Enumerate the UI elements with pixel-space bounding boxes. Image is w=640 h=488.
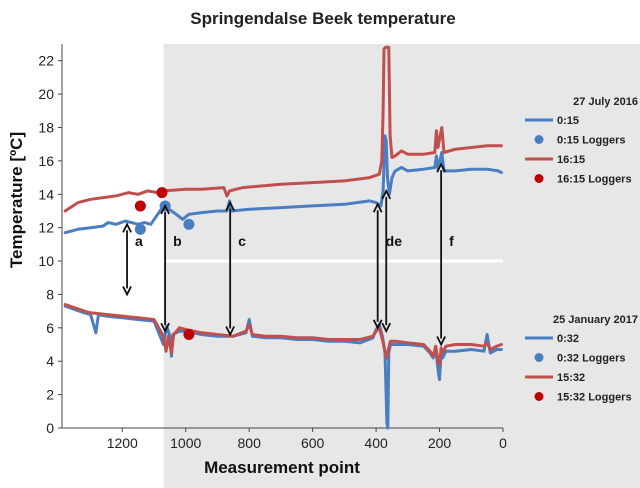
y-tick-label: 14 — [38, 186, 54, 202]
arrow-head-up — [436, 162, 446, 173]
annotation-label: f — [449, 233, 454, 249]
annotation-label: d — [386, 233, 395, 249]
legend-heading: 25 January 2017 — [553, 314, 638, 326]
annotation-label: a — [135, 233, 143, 249]
y-axis-title: Temperature [ºC] — [7, 132, 26, 268]
y-tick-label: 8 — [46, 286, 54, 302]
legend-marker-swatch — [534, 353, 544, 362]
x-tick-label: 1000 — [170, 435, 201, 451]
logger-point — [183, 329, 195, 341]
legend-entry-label: 0:15 — [557, 115, 579, 127]
arrow-head-down — [436, 336, 446, 347]
arrow-head-up — [372, 202, 383, 213]
y-tick-label: 10 — [38, 253, 54, 269]
x-tick-labels: 1200 1000 800 600 400 200 0 — [107, 435, 507, 451]
y-tick-label: 18 — [38, 119, 54, 135]
logger-point — [134, 200, 146, 212]
y-tick-label: 22 — [38, 53, 54, 69]
x-tick-label: 200 — [428, 435, 452, 451]
arrow-head-down — [381, 322, 392, 334]
annotation-label: c — [238, 233, 246, 249]
legend-marker-swatch — [534, 174, 544, 183]
x-tick-label: 600 — [301, 435, 325, 451]
arrow-head-down — [372, 319, 383, 330]
y-tick-labels: 0 2 4 6 8 10 12 14 16 18 20 22 — [38, 53, 54, 436]
arrow-head-up — [160, 203, 170, 215]
chart-title: Springendalse Beek temperature — [190, 9, 455, 28]
legend-heading: 27 July 2016 — [573, 96, 638, 108]
legend-entry-label: 16:15 — [557, 154, 585, 166]
y-tick-label: 12 — [38, 220, 54, 236]
y-tick-label: 16 — [38, 153, 54, 169]
legend-marker-swatch — [534, 135, 544, 144]
logger-point — [156, 187, 168, 199]
annotation-label: e — [394, 233, 402, 249]
arrow-head-up — [225, 200, 235, 212]
annotation-label: b — [173, 233, 182, 249]
shaded-region — [163, 44, 640, 488]
legend-entry-label: 15:32 — [557, 372, 585, 384]
y-tick-label: 2 — [46, 387, 54, 403]
legend-entry-label: 0:32 Loggers — [557, 353, 625, 365]
x-tick-label: 800 — [238, 435, 262, 451]
legend-entry-label: 0:32 — [557, 333, 579, 345]
y-tick-label: 4 — [46, 353, 54, 369]
arrow-head-up — [381, 188, 392, 200]
arrow-head-down — [225, 326, 235, 337]
legend: 27 July 2016 0:15 0:15 Loggers 16:15 16:15 L… — [525, 96, 638, 404]
arrow-head-down — [160, 322, 170, 334]
y-tick-label: 20 — [38, 86, 54, 102]
x-axis-title: Measurement point — [204, 458, 360, 477]
y-tick-label: 0 — [46, 420, 54, 436]
logger-markers — [134, 187, 195, 341]
logger-point — [134, 223, 146, 235]
arrow-head-up — [122, 222, 132, 233]
series-line-15-32 — [63, 303, 503, 367]
axes — [58, 44, 504, 432]
y-tick-label: 6 — [46, 320, 54, 336]
arrow-head-down — [122, 286, 132, 297]
series-line-16-15 — [63, 45, 503, 213]
x-tick-label: 0 — [499, 435, 507, 451]
logger-point — [183, 218, 195, 230]
legend-entry-label: 0:15 Loggers — [557, 135, 625, 147]
legend-marker-swatch — [534, 392, 544, 401]
legend-entry-label: 16:15 Loggers — [557, 174, 632, 186]
legend-entry-label: 15:32 Loggers — [557, 392, 632, 404]
x-tick-label: 1200 — [107, 435, 138, 451]
x-tick-label: 400 — [364, 435, 388, 451]
